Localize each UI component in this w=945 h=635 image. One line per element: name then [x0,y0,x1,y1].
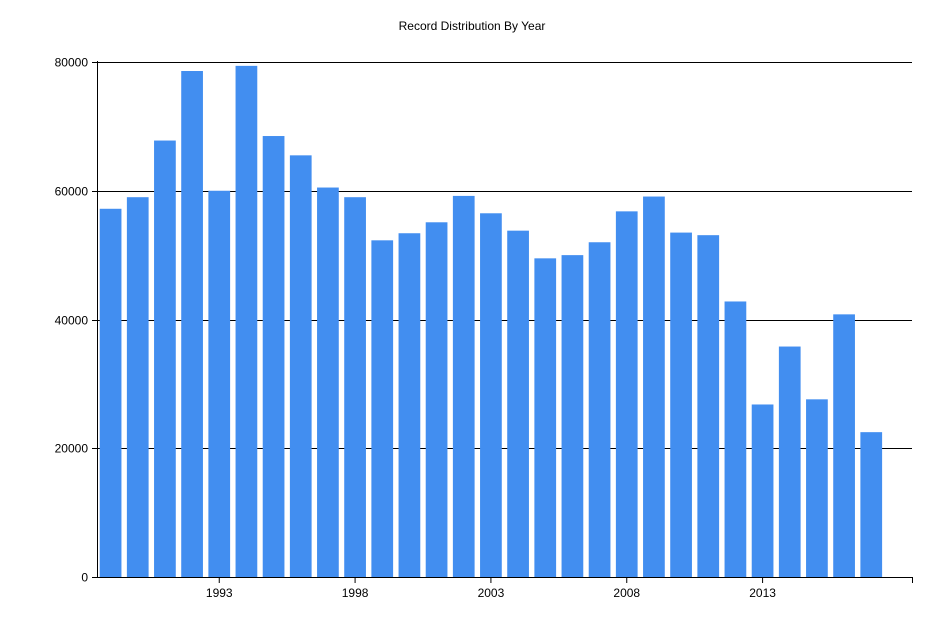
bar-2011 [697,235,720,578]
y-tick-label-40000: 40000 [55,314,89,328]
y-tick-label-60000: 60000 [55,185,89,199]
bar-1992 [181,71,203,577]
bar-1997 [317,187,339,577]
bar-1989 [99,208,122,577]
bar-2012 [724,301,747,577]
bar-2013 [751,404,774,577]
bar-2004 [507,230,529,577]
bar-1995 [262,136,285,577]
bar-1990 [126,197,149,577]
bar-2016 [833,314,855,577]
bar-2007 [588,242,611,577]
bar-2010 [670,232,692,577]
bar-2014 [778,346,801,577]
bars [99,65,883,578]
bar-1991 [154,140,176,578]
bar-1999 [371,240,394,577]
bar-1996 [289,155,312,577]
bar-2001 [425,222,448,578]
bar-1994 [235,65,258,578]
bar-2017 [860,432,883,577]
bar-2005 [534,258,557,577]
bar-1998 [344,197,366,577]
x-tick-label-2003: 2003 [478,586,505,600]
y-tick-label-0: 0 [81,571,88,585]
y-tick-label-20000: 20000 [55,442,89,456]
bar-2009 [643,196,665,578]
y-tick-label-80000: 80000 [55,56,89,70]
y-tick-labels: 0 20000 40000 60000 80000 [55,56,97,585]
bar-2000 [398,233,421,578]
bar-2006 [561,255,584,578]
x-tick-label-1998: 1998 [342,586,369,600]
x-tick-label-1993: 1993 [206,586,233,600]
bar-1993 [208,190,231,577]
bar-2008 [615,211,638,577]
grid-lines [97,62,912,449]
x-tick-label-2013: 2013 [749,586,776,600]
x-tick-label-2008: 2008 [613,586,640,600]
bar-2015 [806,399,828,577]
bar-2002 [452,195,475,577]
bar-2003 [480,213,502,577]
chart-title: Record Distribution By Year [399,19,546,33]
x-tick-labels: 1993 1998 2003 2008 2013 [206,577,776,600]
axes [92,61,913,583]
